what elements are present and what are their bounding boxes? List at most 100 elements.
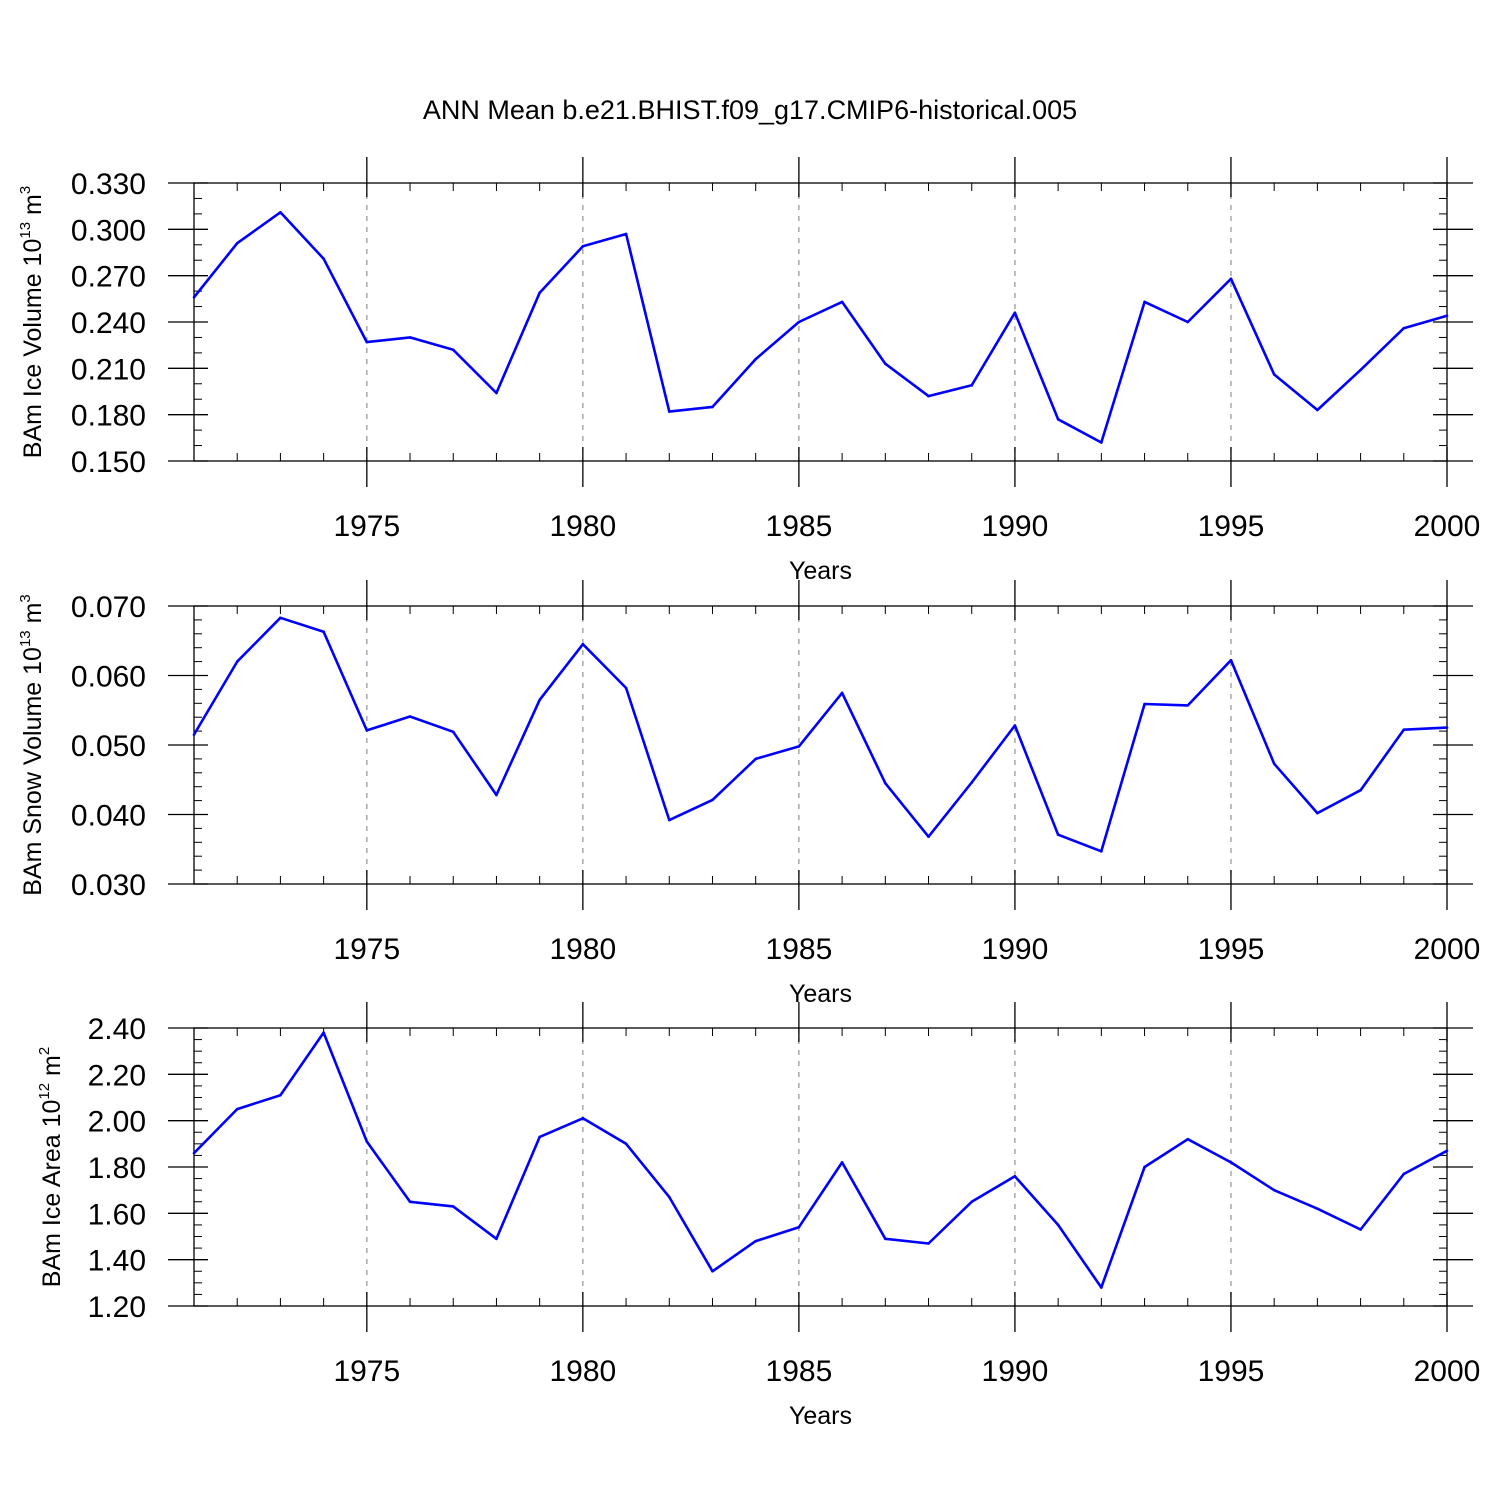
ice-area-data-point <box>1359 1228 1362 1231</box>
ice-volume-data-point <box>797 320 801 324</box>
ice-volume-data-point <box>279 211 282 214</box>
snow-volume-data-point <box>1402 728 1406 732</box>
ice-volume-data-point <box>1272 373 1276 376</box>
snow-volume-data-point <box>840 691 844 695</box>
ice-area-y-tick-label: 2.00 <box>88 1106 146 1139</box>
ice-area-data-point <box>1143 1165 1146 1169</box>
ice-area-data-point <box>754 1239 757 1243</box>
snow-volume-data-point <box>1229 658 1233 662</box>
ice-area-data-point <box>1186 1137 1190 1141</box>
snow-volume-data-point <box>970 781 974 784</box>
ice-area-data-point <box>667 1195 671 1199</box>
ice-volume-data-point <box>1143 300 1146 304</box>
ice-volume-data-point <box>365 340 369 344</box>
ice-volume-y-label-unit-exponent: 3 <box>17 186 34 194</box>
ice-area-data-point <box>927 1242 930 1245</box>
snow-volume-data-point <box>581 642 585 646</box>
ice-volume-data-point <box>1013 311 1017 315</box>
snow-volume-data-point <box>1359 788 1362 792</box>
ice-volume-data-point <box>451 348 455 352</box>
ice-area-y-tick-label: 2.20 <box>88 1059 146 1092</box>
ice-area-data-point <box>495 1237 498 1241</box>
ice-area-series-line <box>193 1031 1448 1289</box>
ice-area-y-label-exponent: 12 <box>36 1083 53 1100</box>
ice-area-data-point <box>365 1140 369 1143</box>
snow-volume-x-tick-label: 1985 <box>766 933 833 966</box>
ice-area-data-point <box>322 1031 325 1034</box>
ice-area-data-point <box>884 1237 887 1241</box>
snow-volume-data-point <box>408 715 412 718</box>
ice-volume-y-axis-label: BAm Ice Volume 1013 m3 <box>17 186 47 458</box>
ice-volume-data-point <box>927 394 930 398</box>
ice-volume-y-label-exponent: 13 <box>17 222 34 239</box>
snow-volume-data-point <box>192 733 196 736</box>
snow-volume-data-point <box>1056 833 1060 836</box>
snow-volume-y-label-unit: m <box>19 603 47 631</box>
snow-volume-data-point <box>624 686 628 690</box>
ice-area-data-point <box>581 1117 585 1120</box>
ice-area-data-point <box>624 1142 628 1146</box>
ice-volume-data-point <box>322 257 325 260</box>
ice-volume-data-point <box>624 232 628 236</box>
ice-area-x-tick-label: 1975 <box>333 1355 400 1388</box>
ice-area-x-tick-label: 1990 <box>982 1355 1049 1388</box>
snow-volume-series-line <box>192 616 1448 853</box>
ice-volume-data-point <box>1186 320 1190 324</box>
snow-volume-data-point <box>235 660 239 663</box>
ice-volume-panel: 0.150 0.180 0.210 0.240 0.270 0.300 0.330 1975 1… <box>17 157 1480 585</box>
ice-volume-data-point <box>235 241 239 245</box>
ice-volume-data-point <box>192 295 196 299</box>
ice-area-y-label-unit: m <box>38 1055 66 1083</box>
ice-area-data-point <box>1013 1174 1017 1178</box>
ice-volume-data-point <box>1100 441 1103 444</box>
snow-volume-y-label-unit-exponent: 3 <box>17 594 34 602</box>
ice-volume-data-point <box>408 336 412 339</box>
snow-volume-y-tick-label: 0.070 <box>71 591 146 624</box>
ice-volume-plot-frame <box>193 182 1448 462</box>
ice-volume-data-point <box>667 410 671 413</box>
ice-volume-data-point <box>754 357 757 361</box>
snow-volume-y-tick-label: 0.040 <box>71 800 146 833</box>
ice-area-data-point <box>711 1269 714 1273</box>
snow-volume-y-label-text: BAm Snow Volume 10 <box>19 647 47 896</box>
snow-volume-data-point <box>451 730 455 734</box>
ice-area-y-tick-label: 1.80 <box>88 1152 146 1185</box>
ice-area-data-point <box>451 1205 455 1208</box>
snow-volume-data-point <box>754 757 757 761</box>
ice-volume-y-tick-label: 0.180 <box>71 400 146 433</box>
snow-volume-data-point <box>1272 762 1276 766</box>
ice-area-y-label-text: BAm Ice Area 10 <box>38 1100 66 1288</box>
ice-volume-y-tick-label: 0.330 <box>71 168 146 201</box>
ice-volume-data-point <box>970 384 974 387</box>
snow-volume-y-label-exponent: 13 <box>17 630 34 647</box>
snow-volume-data-point <box>365 729 369 732</box>
ice-volume-y-tick-label: 0.270 <box>71 261 146 294</box>
ice-area-plot-frame <box>193 1027 1448 1307</box>
ice-volume-data-point <box>581 245 585 248</box>
chart-title: ANN Mean b.e21.BHIST.f09_g17.CMIP6-histo… <box>423 95 1077 125</box>
snow-volume-data-point <box>1316 811 1319 815</box>
ice-volume-data-point <box>1359 368 1362 372</box>
ice-volume-data-point <box>884 362 887 366</box>
ice-volume-x-tick-label: 1980 <box>549 510 616 543</box>
ice-area-data-point <box>279 1093 282 1097</box>
ice-volume-series-line <box>192 211 1448 444</box>
ice-area-data-point <box>408 1200 412 1204</box>
ice-volume-data-point <box>711 405 714 409</box>
snow-volume-data-point <box>884 781 887 785</box>
ice-volume-x-tick-label: 1995 <box>1198 510 1265 543</box>
ice-area-data-point <box>1445 1149 1449 1153</box>
ice-area-x-tick-label: 1985 <box>766 1355 833 1388</box>
snow-volume-data-point <box>1013 724 1017 727</box>
ice-volume-data-point <box>495 391 498 395</box>
snow-volume-data-point <box>927 835 930 839</box>
snow-volume-x-tick-label: 1980 <box>549 933 616 966</box>
ice-volume-data-point <box>1056 418 1060 421</box>
ice-area-data-point <box>1272 1188 1276 1192</box>
ice-area-y-tick-label: 1.60 <box>88 1198 146 1231</box>
snow-volume-panel: 0.030 0.040 0.050 0.060 0.070 1975 1980 1985 199… <box>17 580 1480 1008</box>
ice-volume-y-label-text: BAm Ice Volume 10 <box>19 239 47 459</box>
snow-volume-data-point <box>797 745 801 748</box>
ice-area-y-tick-label: 2.40 <box>88 1013 146 1046</box>
